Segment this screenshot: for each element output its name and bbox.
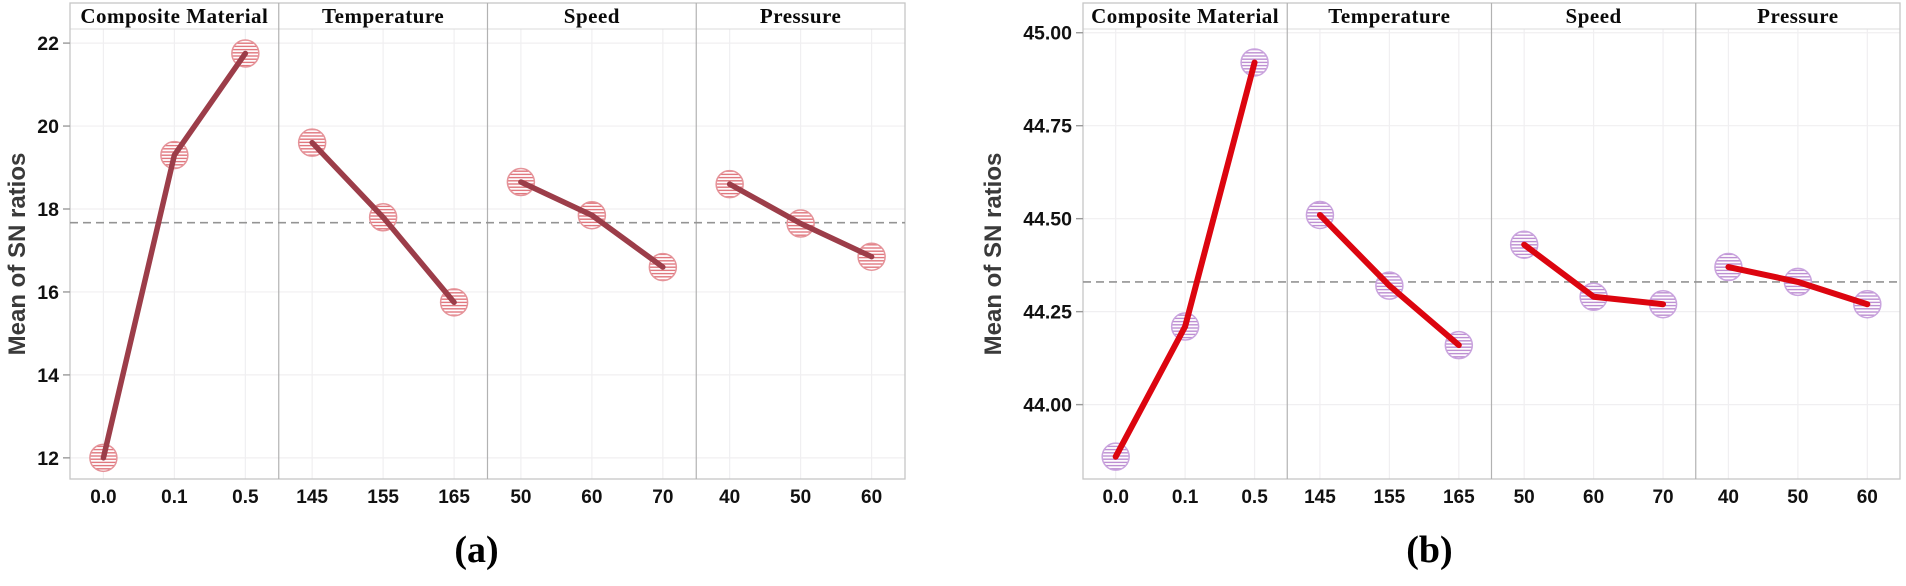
y-tick-label: 44.50 — [1023, 209, 1072, 231]
x-tick-label: 40 — [719, 487, 740, 508]
x-tick-label: 70 — [1652, 487, 1673, 508]
panel-header: Speed — [564, 4, 620, 28]
x-tick-label: 60 — [1857, 487, 1878, 508]
x-tick-label: 0.1 — [161, 487, 188, 508]
x-tick-label: 0.1 — [1172, 487, 1199, 508]
caption-a: (a) — [454, 529, 499, 571]
series-line — [518, 179, 666, 270]
y-tick-label: 18 — [37, 199, 59, 221]
x-tick-label: 60 — [861, 487, 882, 508]
y-tick-label: 44.75 — [1023, 116, 1072, 138]
y-tick-label: 45.00 — [1023, 23, 1072, 45]
x-tick-label: 145 — [1304, 487, 1336, 508]
series-line — [1112, 59, 1258, 460]
y-axis-title: Mean of SN ratios — [980, 153, 1007, 356]
chart-a-canvas: 0.0 0.1 0.5 Composite Material 145 155 165 Temp… — [4, 2, 906, 508]
main-effects-plot-a: 0.0 0.1 0.5 Composite Material 145 155 165 Temp… — [4, 2, 906, 571]
series-line — [1316, 211, 1462, 349]
x-tick-label: 145 — [296, 487, 328, 508]
y-tick-label: 12 — [37, 448, 59, 470]
main-effects-plot-b: 0.0 0.1 0.5 Composite Material 145 155 165 Temp… — [953, 0, 1906, 586]
x-tick-label: 0.0 — [90, 487, 116, 508]
x-tick-label: 70 — [652, 487, 673, 508]
x-tick-label: 165 — [1443, 487, 1475, 508]
x-tick-label: 50 — [790, 487, 811, 508]
panel-header: Pressure — [1757, 4, 1838, 28]
series-line — [100, 50, 249, 461]
caption-b: (b) — [1406, 529, 1453, 571]
y-tick-label: 14 — [37, 365, 59, 387]
x-tick-label: 40 — [1718, 487, 1739, 508]
panel-header: Temperature — [322, 4, 444, 28]
panel-header: Composite Material — [1091, 4, 1279, 28]
y-tick-label: 44.00 — [1023, 395, 1072, 417]
panel-header: Composite Material — [80, 4, 268, 28]
x-tick-label: 0.5 — [1241, 487, 1268, 508]
y-axis-title: Mean of SN ratios — [4, 153, 31, 356]
panel-header: Temperature — [1328, 4, 1450, 28]
x-tick-label: 0.0 — [1102, 487, 1128, 508]
x-tick-label: 0.5 — [232, 487, 259, 508]
series-line — [726, 181, 875, 260]
x-tick-label: 60 — [1583, 487, 1604, 508]
x-tick-label: 155 — [1374, 487, 1406, 508]
series-line — [1725, 264, 1871, 308]
chart-b-canvas: 0.0 0.1 0.5 Composite Material 145 155 165 Temp… — [980, 2, 1901, 508]
y-tick-label: 44.25 — [1023, 302, 1072, 324]
x-tick-label: 50 — [1514, 487, 1535, 508]
series-line — [309, 139, 457, 306]
y-tick-label: 22 — [37, 33, 59, 55]
series-line — [1521, 241, 1667, 308]
x-tick-label: 50 — [1787, 487, 1808, 508]
x-tick-label: 60 — [581, 487, 602, 508]
panel-header: Pressure — [760, 4, 841, 28]
y-tick-label: 20 — [37, 116, 59, 138]
panel-header: Speed — [1566, 4, 1622, 28]
x-tick-label: 165 — [438, 487, 470, 508]
x-tick-label: 155 — [367, 487, 399, 508]
y-tick-label: 16 — [37, 282, 59, 304]
x-tick-label: 50 — [510, 487, 531, 508]
